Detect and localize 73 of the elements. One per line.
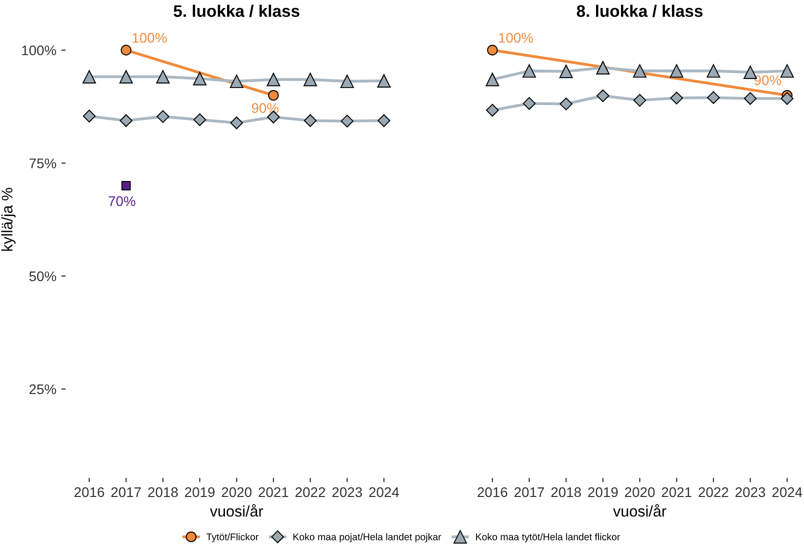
legend-label: Koko maa tytöt/Hela landet flickor (476, 533, 620, 542)
point (633, 64, 646, 78)
point (266, 72, 280, 86)
point (268, 90, 279, 101)
x-tick-label: 2017 (111, 487, 141, 498)
point (120, 44, 132, 56)
point (560, 98, 572, 110)
data-label: 90% (754, 75, 782, 86)
x-tick-label: 2024 (772, 487, 802, 498)
x-tick-label: 2022 (698, 487, 728, 498)
point (378, 114, 390, 127)
point (486, 104, 499, 117)
point (340, 114, 354, 128)
point (707, 91, 720, 104)
point (82, 110, 96, 122)
x-tick-label: 2020 (625, 487, 655, 498)
point (487, 44, 498, 56)
x-tick-label: 2017 (514, 487, 544, 498)
point (670, 92, 683, 104)
point (780, 92, 794, 105)
data-label: 90% (252, 103, 279, 113)
x-tick-label: 2021 (258, 487, 288, 498)
x-tick-label: 2019 (185, 487, 215, 498)
point (121, 181, 131, 190)
y-tick-label: 75% (30, 158, 56, 168)
legend-label: Koko maa pojat/Hela landet pojkar (293, 533, 442, 542)
legend-label: Tytöt/Flickor (206, 533, 258, 542)
x-tick-label: 2018 (148, 487, 178, 498)
x-tick-label: 2019 (588, 487, 618, 498)
point (230, 74, 244, 88)
point (193, 113, 206, 126)
point (559, 64, 573, 78)
point (780, 64, 794, 78)
point (119, 70, 133, 84)
x-axis-title: vuosi/år (210, 504, 264, 517)
point (340, 74, 354, 88)
point (82, 70, 96, 84)
y-tick-label: 25% (30, 384, 56, 394)
point (522, 97, 536, 110)
x-tick-label: 2018 (551, 487, 581, 498)
x-tick-label: 2016 (478, 487, 508, 498)
point (633, 94, 646, 107)
point (522, 64, 536, 78)
point (670, 64, 684, 78)
x-tick-label: 2024 (369, 487, 399, 498)
point (486, 72, 500, 86)
x-axis-title: vuosi/år (613, 504, 666, 517)
point (304, 72, 318, 86)
point (596, 61, 610, 74)
y-tick-label: 50% (29, 271, 56, 282)
data-label: 70% (108, 196, 136, 206)
point (304, 114, 317, 127)
point (120, 114, 132, 127)
chart-title: 8. luokka / klass (576, 4, 703, 18)
point (156, 70, 170, 84)
point (744, 92, 757, 105)
y-axis-title: kyllä/ja % (1, 188, 16, 251)
x-tick-label: 2020 (222, 487, 252, 498)
data-label: 100% (499, 32, 533, 43)
x-tick-label: 2022 (296, 487, 326, 498)
data-label: 100% (132, 32, 167, 43)
y-tick-label: 100% (22, 45, 56, 56)
point (377, 74, 391, 88)
chart-title: 5. luokka / klass (174, 4, 300, 18)
x-tick-label: 2023 (736, 487, 766, 498)
point (230, 116, 243, 130)
point (156, 110, 170, 123)
point (596, 89, 610, 102)
x-tick-label: 2021 (662, 487, 692, 498)
point (706, 64, 720, 78)
x-tick-label: 2023 (332, 487, 362, 498)
x-tick-label: 2016 (74, 487, 104, 498)
point (193, 72, 206, 86)
